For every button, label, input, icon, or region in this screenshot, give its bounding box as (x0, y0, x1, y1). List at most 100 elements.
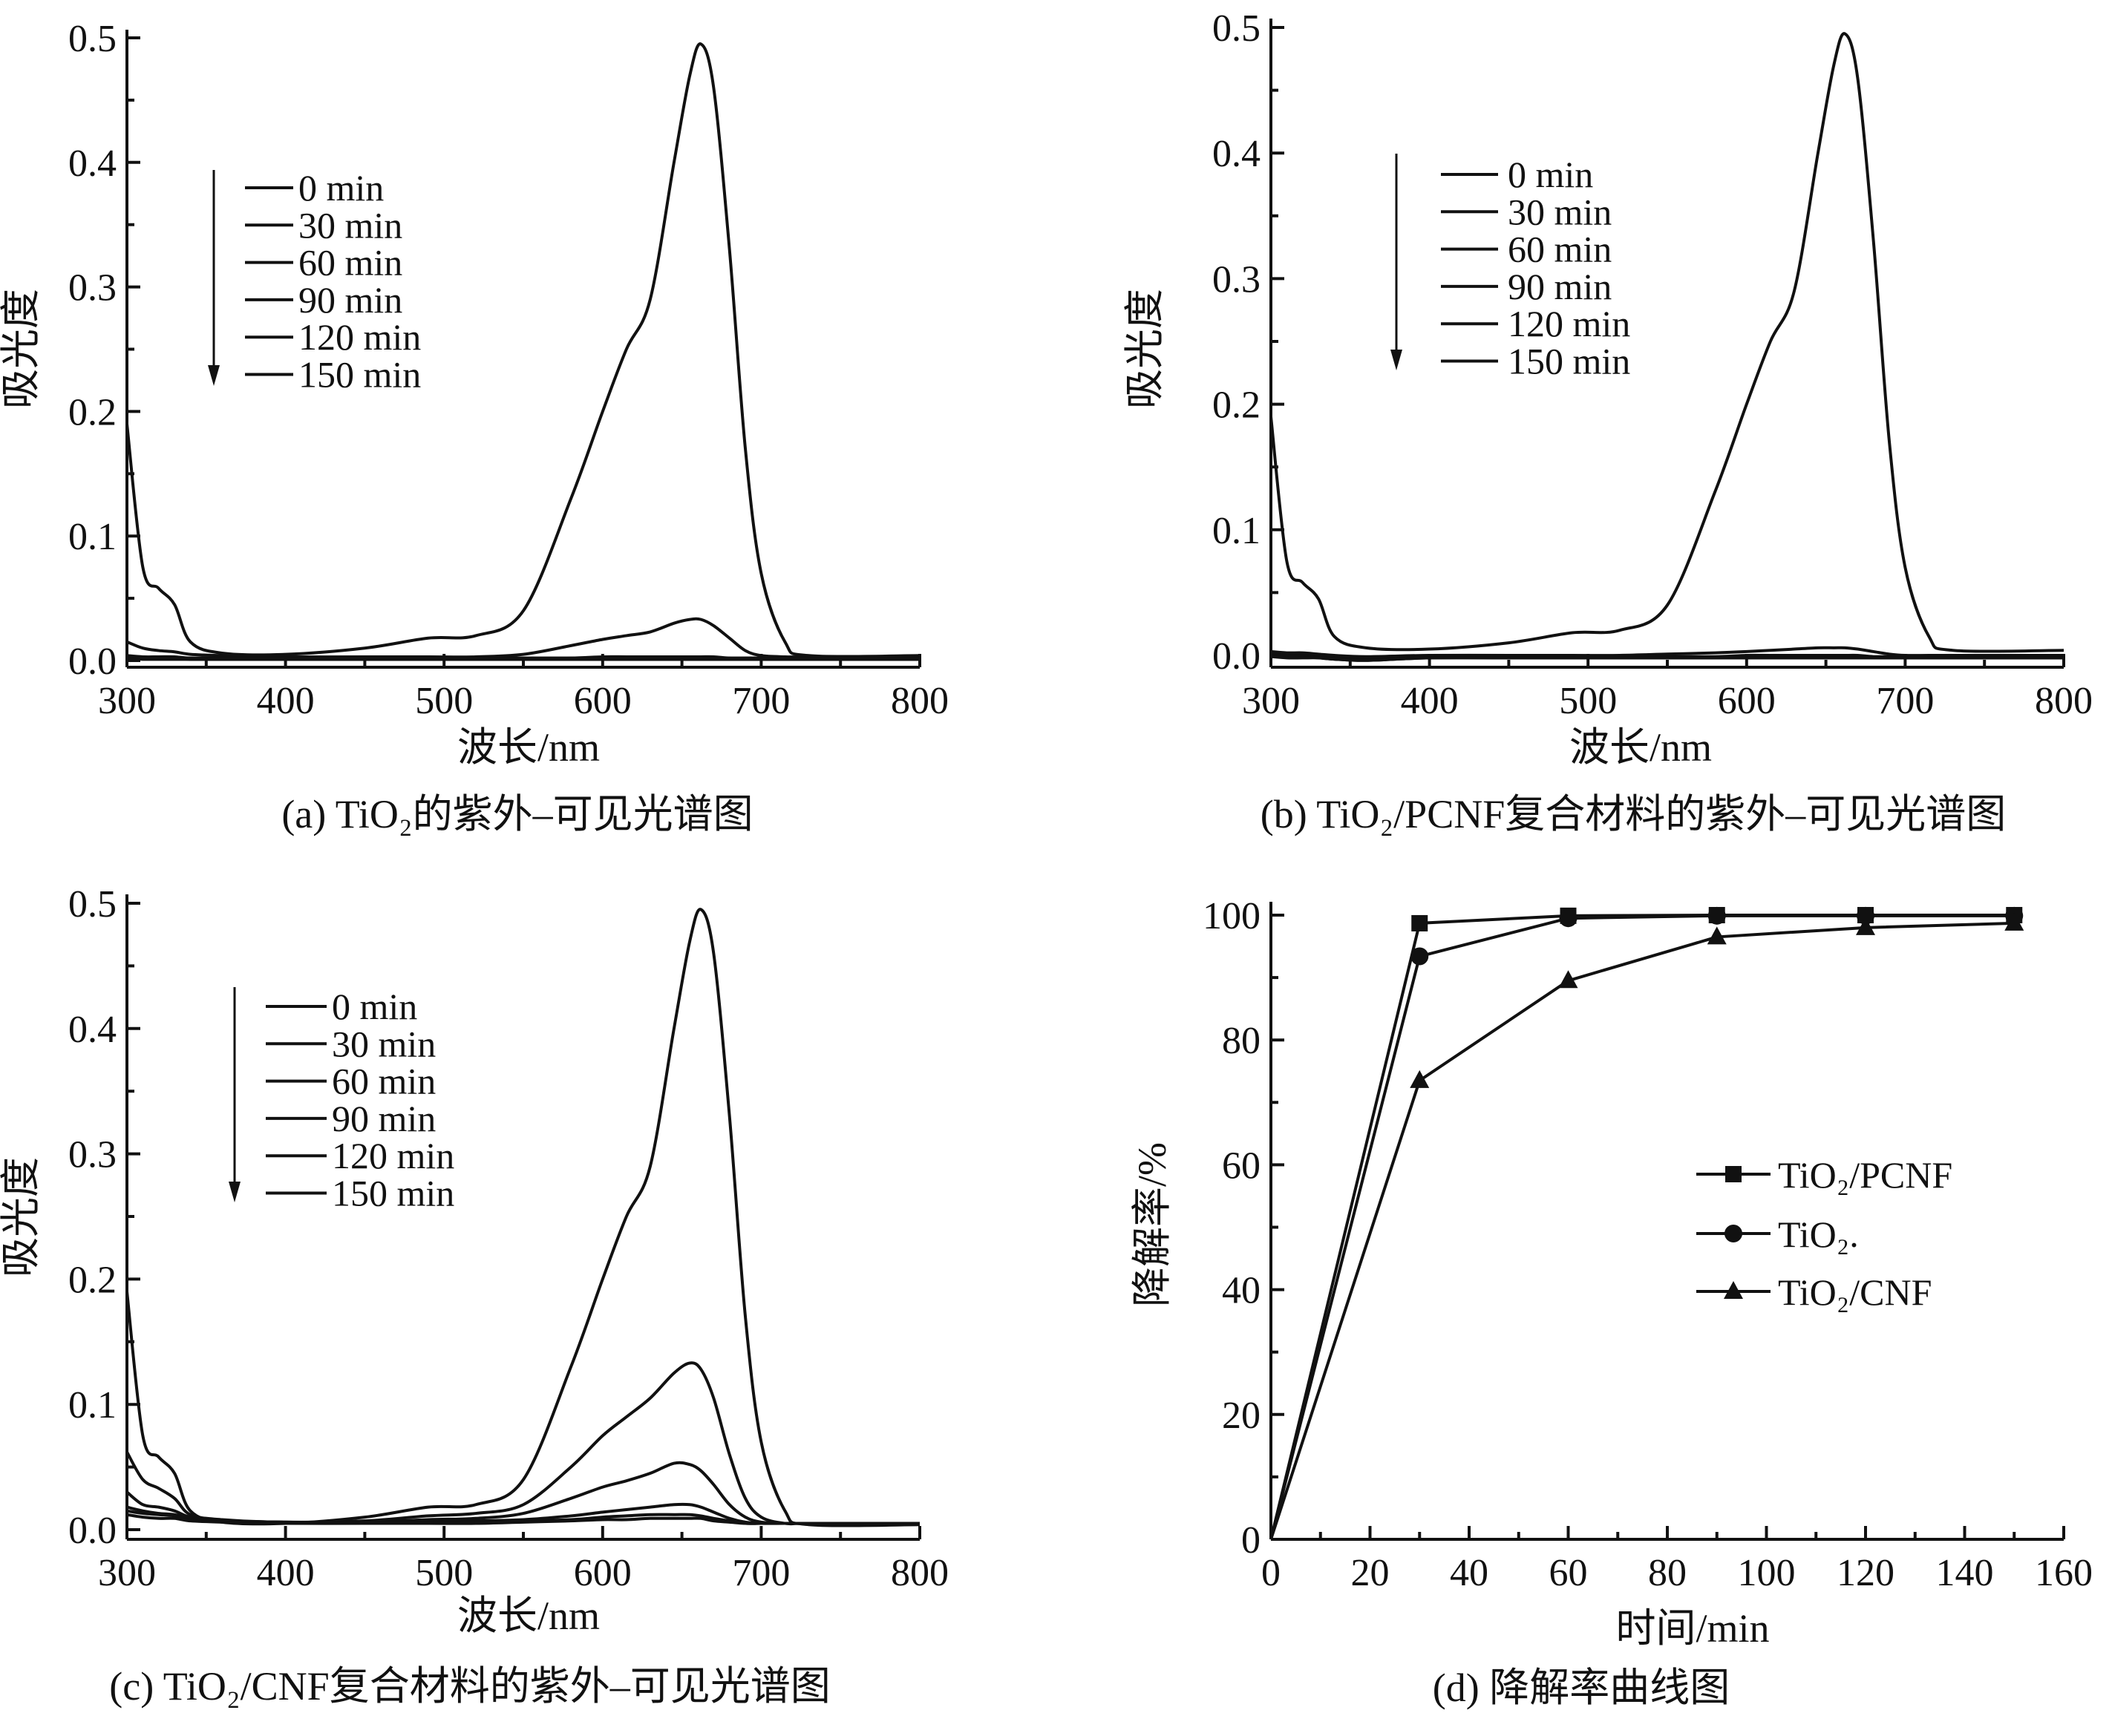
y-tick-label: 0.0 (1212, 635, 1261, 678)
x-axis-label: 波长/nm (457, 725, 600, 770)
x-tick-label: 20 (1351, 1552, 1390, 1594)
y-tick-label: 0.5 (1212, 7, 1261, 50)
x-tick-label: 80 (1648, 1552, 1687, 1594)
y-tick-label: 0.4 (1212, 133, 1261, 175)
y-tick-label: 0.4 (68, 143, 117, 185)
x-tick-label: 100 (1738, 1552, 1796, 1594)
degradation-line (1269, 914, 2015, 1540)
y-tick-label: 0.2 (1212, 384, 1261, 427)
legend-label: 150 min (332, 1173, 454, 1214)
legend-label: 90 min (332, 1098, 436, 1139)
circle-marker (1707, 906, 1726, 925)
y-tick-label: 0.3 (68, 1134, 117, 1176)
triangle-marker (1558, 970, 1578, 989)
arrow-down-icon (1390, 350, 1402, 370)
y-tick-label: 0.2 (68, 391, 117, 433)
y-tick-label: 0.1 (68, 516, 117, 558)
y-tick-label: 60 (1222, 1144, 1261, 1187)
spectrum-line-30-min (1270, 646, 2064, 658)
y-axis-label: 吸光度 (0, 289, 43, 409)
circle-marker (1410, 947, 1429, 966)
spectrum-line-60-min (125, 1461, 920, 1525)
legend-label: 60 min (332, 1061, 436, 1102)
legend-label: 60 min (1508, 229, 1612, 270)
panel-a: 300 400 500 600 700 800 0.0 0.1 0.2 0.3 0.4 0.5 波长/n… (0, 18, 949, 836)
legend-label: TiO₂/CNF (1778, 1271, 1932, 1313)
legend-label: TiO₂. (1778, 1213, 1859, 1255)
x-tick-label: 500 (415, 680, 473, 722)
y-tick-label: 20 (1222, 1395, 1261, 1437)
spectrum-line-150-min (1270, 655, 2064, 662)
y-tick-label: 0 (1241, 1519, 1261, 1562)
panel-caption: (b) TiO₂/PCNF复合材料的紫外–可见光谱图 (1261, 792, 2006, 836)
panel-c: 300 400 500 600 700 800 0.0 0.1 0.2 0.3 0.4 0.5 波长/n… (0, 883, 949, 1709)
circle-marker (1857, 906, 1874, 925)
x-tick-label: 600 (1718, 680, 1776, 722)
x-tick-label: 40 (1450, 1552, 1488, 1594)
x-tick-label: 800 (2035, 680, 2093, 722)
y-axis-label: 吸光度 (0, 1157, 43, 1277)
triangle-marker (1707, 926, 1727, 945)
x-tick-label: 500 (415, 1552, 473, 1594)
legend-label: 90 min (1508, 266, 1612, 307)
legend-label: TiO₂/PCNF (1778, 1154, 1952, 1196)
y-tick-label: 40 (1222, 1270, 1261, 1312)
triangle-marker (2004, 912, 2024, 931)
x-tick-label: 700 (1876, 680, 1934, 722)
x-tick-label: 0 (1261, 1552, 1281, 1594)
legend-label: 150 min (298, 354, 421, 396)
arrow-down-icon (229, 1182, 241, 1202)
x-tick-label: 400 (257, 1552, 315, 1594)
y-axis-label: 吸光度 (1122, 289, 1167, 409)
square-marker (1411, 914, 1428, 931)
triangle-marker (1410, 1070, 1430, 1088)
x-axis-label: 时间/min (1615, 1606, 1769, 1651)
legend-label: 60 min (298, 242, 402, 284)
square-marker (1725, 1166, 1742, 1182)
x-tick-label: 800 (891, 1552, 949, 1594)
y-tick-label: 0.1 (68, 1384, 117, 1427)
y-tick-label: 0.5 (68, 883, 117, 926)
legend-label: 0 min (1508, 154, 1593, 195)
x-tick-label: 800 (891, 680, 949, 722)
spectrum-line-30-min (126, 617, 920, 659)
panel-caption: (a) TiO₂的紫外–可见光谱图 (281, 792, 753, 836)
circle-marker (1724, 1225, 1742, 1242)
y-tick-label: 0.0 (68, 641, 117, 683)
legend-label: 30 min (332, 1023, 436, 1064)
legend-label: 150 min (1508, 341, 1630, 382)
panel-caption: (d) 降解率曲线图 (1433, 1665, 1730, 1710)
legend-label: 120 min (298, 316, 421, 358)
x-tick-label: 160 (2035, 1552, 2093, 1594)
legend-label: 90 min (298, 279, 402, 321)
degradation-line (1269, 921, 2015, 1540)
x-tick-label: 700 (732, 1552, 790, 1594)
legend-label: 0 min (332, 986, 417, 1027)
circle-marker (1559, 909, 1578, 928)
y-tick-label: 0.4 (68, 1009, 117, 1051)
y-tick-label: 0.3 (1212, 258, 1261, 301)
y-tick-label: 0.2 (68, 1259, 117, 1301)
spectrum-line-0-min (125, 42, 921, 658)
spectrum-line-0-min (1269, 32, 2064, 653)
x-tick-label: 600 (574, 1552, 632, 1594)
y-tick-label: 0.5 (68, 18, 117, 60)
x-tick-label: 400 (1401, 680, 1459, 722)
legend-label: 120 min (332, 1135, 454, 1176)
x-axis-label: 波长/nm (1569, 725, 1712, 770)
x-tick-label: 60 (1549, 1552, 1588, 1594)
panel-b: 300 400 500 600 700 800 0.0 0.1 0.2 0.3 0.4 0.5 波长/n… (1122, 7, 2093, 836)
x-tick-label: 300 (98, 1552, 156, 1594)
x-tick-label: 700 (732, 680, 790, 722)
triangle-marker (1856, 917, 1875, 935)
x-tick-label: 300 (98, 680, 156, 722)
y-axis-label: 降解率/% (1130, 1142, 1174, 1307)
x-tick-label: 400 (257, 680, 315, 722)
triangle-marker (1724, 1281, 1743, 1299)
x-tick-label: 300 (1242, 680, 1300, 722)
panel-d: 0 20 40 60 80 100 120 140 160 0 20 40 60 80 100 时间/min 降… (1130, 895, 2093, 1710)
panel-caption: (c) TiO₂/CNF复合材料的紫外–可见光谱图 (109, 1664, 830, 1709)
y-tick-label: 80 (1222, 1020, 1261, 1062)
spectrum-line-150-min (126, 656, 921, 661)
y-tick-label: 0.0 (68, 1510, 117, 1552)
